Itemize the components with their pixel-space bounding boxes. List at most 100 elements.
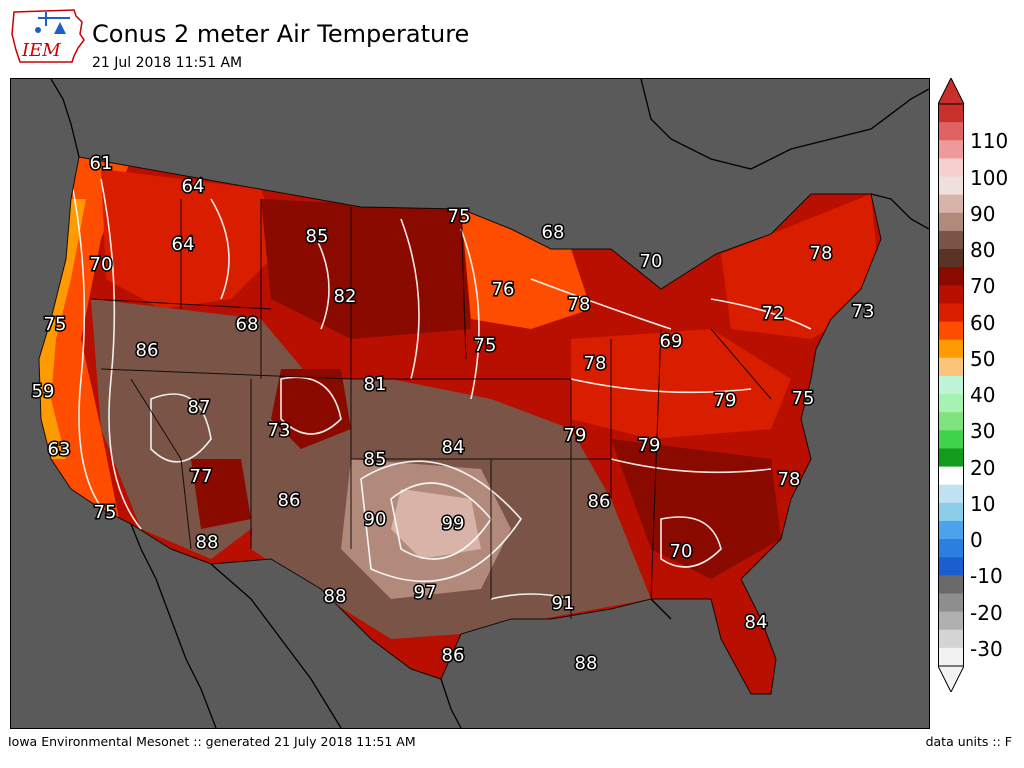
station-value-label: 75 (94, 502, 117, 523)
station-value-label: 86 (442, 645, 465, 666)
iowa-state-outline (11, 9, 85, 63)
station-value-label: 78 (584, 353, 607, 374)
colorbar-band (938, 357, 964, 377)
colorbar-tick-label: -10 (970, 564, 1003, 589)
colorbar-band (938, 520, 964, 540)
map-title: Conus 2 meter Air Temperature (92, 20, 470, 48)
colorbar-band (938, 375, 964, 395)
colorbar-tick-label: -30 (970, 636, 1003, 661)
colorbar-band (938, 339, 964, 359)
station-value-label: 85 (364, 449, 387, 470)
station-value-label: 70 (640, 251, 663, 272)
footer-attribution: Iowa Environmental Mesonet :: generated … (8, 734, 416, 749)
station-value-label: 86 (136, 340, 159, 361)
colorbar-band (938, 321, 964, 341)
colorbar-tick-label: -20 (970, 600, 1003, 625)
temp-band-new-england (721, 194, 881, 339)
colorbar-tick-label: 40 (970, 383, 996, 408)
colorbar-tick-label: 90 (970, 201, 996, 226)
station-value-label: 64 (172, 234, 195, 255)
station-value-label: 88 (324, 586, 347, 607)
station-value-label: 79 (714, 390, 737, 411)
station-value-label: 88 (575, 653, 598, 674)
temp-band-arizona-cool (191, 459, 251, 529)
station-value-label: 73 (268, 420, 291, 441)
colorbar-band (938, 249, 964, 268)
colorbar-tick-label: 80 (970, 238, 996, 263)
temperature-colorbar (938, 78, 964, 692)
station-value-label: 64 (182, 176, 205, 197)
station-value-label: 73 (852, 301, 875, 322)
colorbar-band (938, 484, 964, 504)
station-value-label: 79 (638, 435, 661, 456)
colorbar-min-arrow (938, 665, 964, 692)
temp-band-ohio-valley (571, 329, 791, 439)
colorbar-band (938, 647, 964, 667)
colorbar-tick-label: 20 (970, 455, 996, 480)
colorbar-tick-label: 60 (970, 310, 996, 335)
station-value-label: 75 (448, 206, 471, 227)
colorbar-band (938, 448, 964, 468)
colorbar-band (938, 557, 964, 576)
station-value-label: 76 (492, 279, 515, 300)
station-value-label: 70 (90, 254, 113, 275)
colorbar-tick-label: 30 (970, 419, 996, 444)
colorbar-band (938, 158, 964, 178)
station-value-label: 97 (414, 582, 437, 603)
colorbar-band (938, 412, 964, 431)
station-value-label: 82 (334, 286, 357, 307)
station-value-label: 61 (90, 153, 113, 174)
colorbar-band (938, 176, 964, 196)
colorbar-tick-label: 10 (970, 491, 996, 516)
colorbar-band (938, 267, 964, 286)
colorbar-tick-label: 0 (970, 528, 983, 553)
station-value-label: 84 (442, 437, 465, 458)
colorbar-band (938, 194, 964, 214)
colorbar-band (938, 466, 964, 486)
colorbar-band (938, 430, 964, 449)
colorbar-band (938, 629, 964, 649)
station-value-label: 63 (48, 439, 71, 460)
map-timestamp: 21 Jul 2018 11:51 AM (92, 55, 243, 71)
station-value-label: 69 (660, 331, 683, 352)
station-value-label: 75 (792, 388, 815, 409)
temp-band-rockies-cool (271, 369, 351, 449)
colorbar-band (938, 285, 964, 304)
colorbar-tick-label: 110 (970, 129, 1009, 154)
station-value-label: 70 (670, 541, 693, 562)
state-borders (38, 156, 882, 695)
station-value-label: 68 (236, 314, 259, 335)
colorbar-band (938, 502, 964, 522)
station-value-label: 68 (542, 222, 565, 243)
iem-logo-text: IEM (21, 40, 61, 61)
colorbar-band (938, 575, 964, 594)
colorbar-max-arrow (938, 78, 964, 105)
station-value-label: 87 (188, 397, 211, 418)
footer-units: data units :: F (925, 734, 1012, 749)
station-value-label: 75 (474, 335, 497, 356)
temp-band-hottest (391, 489, 481, 559)
station-value-label: 78 (810, 243, 833, 264)
colorbar-band (938, 593, 964, 613)
station-value-label: 59 (32, 381, 55, 402)
colorbar-band (938, 212, 964, 232)
station-value-label: 79 (564, 425, 587, 446)
station-value-label: 77 (190, 466, 213, 487)
colorbar-tick-label: 100 (970, 165, 1009, 190)
station-value-label: 75 (44, 314, 67, 335)
colorbar-band (938, 230, 964, 250)
temp-band-northeast (461, 209, 591, 329)
colorbar-band (938, 539, 964, 558)
colorbar-tick-label: 50 (970, 346, 996, 371)
colorbar-band (938, 394, 964, 413)
colorbar-band (938, 104, 964, 123)
colorbar-band (938, 611, 964, 631)
station-value-label: 86 (588, 491, 611, 512)
map-panel: 61 64 64 70 75 59 63 75 88 85 82 68 86 87 73 77 86 75 76 68… (10, 78, 930, 729)
station-value-label: 78 (568, 294, 591, 315)
station-value-label: 81 (364, 374, 387, 395)
station-value-label: 91 (552, 593, 575, 614)
station-value-labels: 61 64 64 70 75 59 63 75 88 85 82 68 86 87 73 77 86 75 76 68… (30, 152, 876, 676)
coastline-layer (50, 79, 929, 728)
station-value-label: 85 (306, 226, 329, 247)
